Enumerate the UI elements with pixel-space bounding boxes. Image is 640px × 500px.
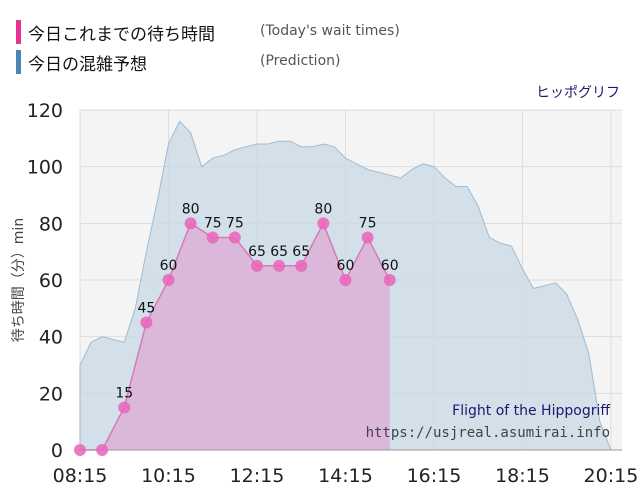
x-tick-label: 20:15: [584, 465, 639, 487]
data-label: 15: [115, 386, 133, 402]
data-label: 65: [292, 244, 310, 260]
data-label: 60: [337, 258, 355, 274]
legend-item-today: 今日これまでの待ち時間 (Today's wait times): [16, 18, 616, 48]
today-point: [339, 274, 352, 286]
y-tick-label: 40: [39, 327, 63, 349]
today-point: [184, 217, 197, 230]
data-label: 65: [270, 244, 288, 260]
today-point: [228, 231, 241, 244]
attraction-name: ヒッポグリフ: [536, 85, 620, 101]
today-point: [383, 274, 396, 286]
data-label: 75: [226, 216, 244, 232]
x-tick-label: 08:15: [53, 465, 108, 487]
annotation-title: Flight of the Hippogriff: [452, 403, 610, 419]
data-label: 60: [381, 258, 399, 274]
today-point: [273, 259, 286, 272]
x-tick-label: 12:15: [230, 465, 285, 487]
data-label: 60: [160, 258, 178, 274]
today-point: [295, 259, 308, 272]
today-point: [96, 444, 109, 456]
data-label: 45: [137, 301, 155, 317]
today-area: [80, 223, 390, 450]
legend-swatch-prediction: [16, 50, 21, 74]
today-point: [317, 217, 330, 230]
y-tick-label: 60: [39, 270, 63, 292]
y-tick-label: 80: [39, 213, 63, 235]
legend-label-today: 今日これまでの待ち時間: [28, 25, 215, 45]
today-point: [361, 231, 374, 244]
today-point: [162, 274, 175, 286]
data-label: 80: [314, 201, 332, 217]
legend-sublabel-prediction: (Prediction): [260, 53, 341, 69]
x-tick-label: 16:15: [407, 465, 462, 487]
prediction-area: [79, 120, 622, 451]
legend-swatch-today: [16, 20, 21, 44]
legend-sublabel-today: (Today's wait times): [260, 23, 400, 39]
x-tick-label: 10:15: [141, 465, 196, 487]
x-tick-label: 18:15: [495, 465, 550, 487]
annotation-url: https://usjreal.asumirai.info: [366, 425, 610, 441]
data-label: 65: [248, 244, 266, 260]
legend-item-prediction: 今日の混雑予想 (Prediction): [16, 48, 616, 78]
data-label: 80: [182, 201, 200, 217]
y-tick-label: 20: [39, 383, 63, 405]
y-tick-label: 100: [27, 157, 63, 179]
legend-label-prediction: 今日の混雑予想: [28, 55, 147, 75]
data-label: 75: [359, 216, 377, 232]
today-point: [118, 401, 131, 414]
y-tick-label: 120: [27, 100, 63, 122]
x-tick-label: 14:15: [318, 465, 373, 487]
legend: 今日これまでの待ち時間 (Today's wait times) 今日の混雑予想…: [16, 18, 616, 78]
today-point: [250, 259, 263, 272]
data-label: 75: [204, 216, 222, 232]
today-point: [140, 316, 153, 329]
y-axis-label: 待ち時間（分）min: [11, 218, 27, 342]
today-point: [206, 231, 219, 244]
y-tick-label: 0: [51, 440, 63, 462]
today-point: [74, 444, 86, 456]
